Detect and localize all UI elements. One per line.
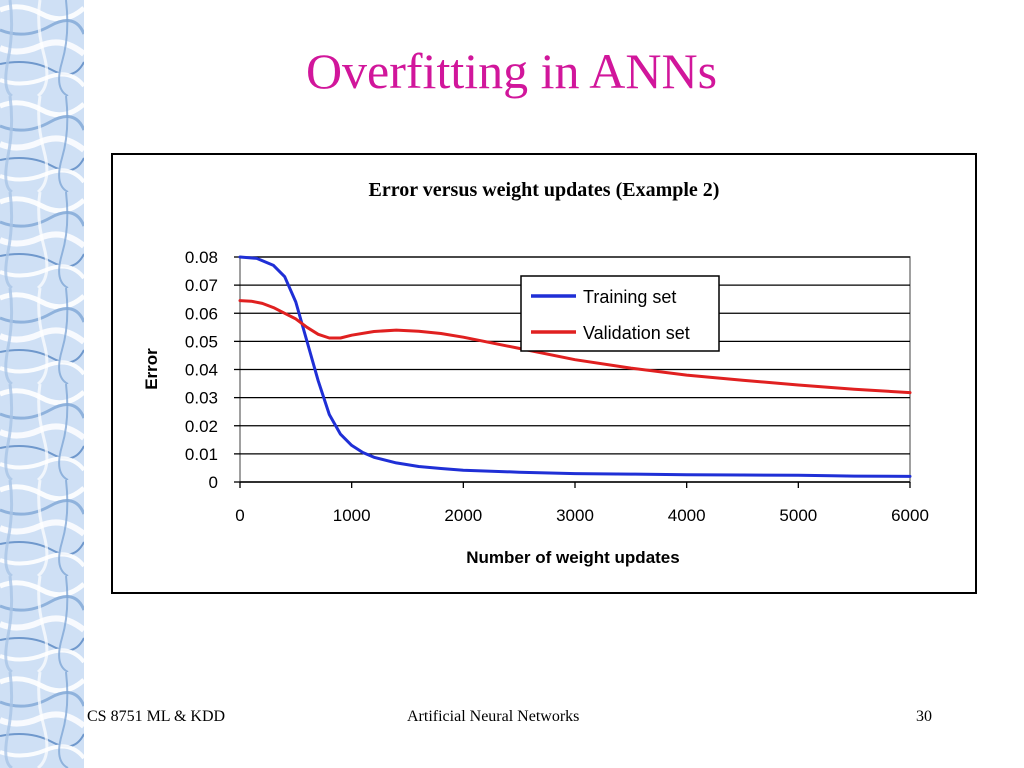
x-tick-label: 5000 [779, 506, 817, 525]
y-tick-label: 0.01 [185, 445, 218, 464]
y-tick-label: 0.04 [185, 361, 218, 380]
x-tick-label: 2000 [444, 506, 482, 525]
x-tick-label: 4000 [668, 506, 706, 525]
chart-title: Error versus weight updates (Example 2) [369, 179, 720, 201]
legend-label: Training set [583, 287, 676, 307]
y-tick-label: 0.02 [185, 417, 218, 436]
chart-frame: Error versus weight updates (Example 2) 0… [111, 153, 977, 594]
y-tick-label: 0.05 [185, 332, 218, 351]
series-line-training-set [238, 255, 912, 478]
x-tick-label: 1000 [333, 506, 371, 525]
marble-side-decoration [0, 0, 84, 768]
x-tick-label: 0 [235, 506, 244, 525]
x-axis-label: Number of weight updates [466, 548, 679, 567]
y-tick-label: 0.08 [185, 248, 218, 267]
legend-label: Validation set [583, 323, 690, 343]
y-tick-label: 0.03 [185, 389, 218, 408]
y-tick-label: 0.06 [185, 304, 218, 323]
y-axis-label: Error [142, 348, 161, 390]
y-tick-label: 0 [209, 473, 218, 492]
footer-page-number: 30 [916, 708, 932, 725]
x-tick-label: 3000 [556, 506, 594, 525]
line-chart: Error versus weight updates (Example 2) 0… [142, 179, 929, 567]
slide-title: Overfitting in ANNs [305, 43, 718, 99]
x-tick-label: 6000 [891, 506, 929, 525]
y-tick-label: 0.07 [185, 276, 218, 295]
footer-course: CS 8751 ML & KDD [87, 708, 226, 725]
footer-topic: Artificial Neural Networks [407, 708, 580, 725]
series-line-validation-set [238, 299, 912, 395]
legend-box [520, 275, 720, 352]
